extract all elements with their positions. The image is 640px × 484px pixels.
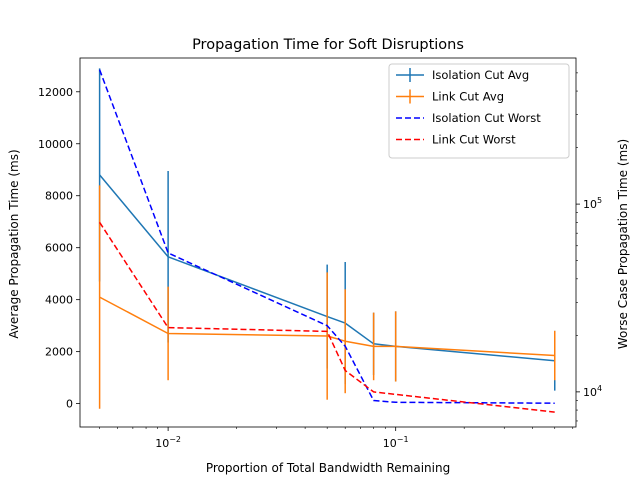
y-axis-label: Average Propagation Time (ms) [7, 149, 21, 338]
y2-tick-label-1-base: 10 [583, 198, 597, 211]
series-layer [98, 68, 556, 413]
x-tick-label-0-base: 10 [155, 437, 169, 450]
legend-item-1: Link Cut Avg [396, 89, 504, 104]
y2-axis-label: Worse Case Propagation Time (ms) [616, 139, 630, 349]
legend-label-3: Link Cut Worst [432, 133, 516, 147]
x-tick-label-1: 10−1 [383, 435, 409, 450]
series-2 [98, 69, 555, 404]
legend-box [388, 63, 570, 159]
x-tick-label-0: 10−2 [155, 435, 181, 450]
legend-item-2: Isolation Cut Worst [396, 111, 541, 125]
axes-layer: 10−2 10−102000400060008000100001200010410… [38, 57, 602, 450]
y2-tick-label-1: 105 [583, 196, 602, 211]
chart-title: Propagation Time for Soft Disruptions [192, 37, 464, 53]
legend-item-3: Link Cut Worst [396, 133, 516, 147]
x-tick-label-0-exponent: −2 [169, 435, 181, 444]
x-axis-label: Proportion of Total Bandwidth Remaining [206, 461, 450, 475]
y-tick-label-3: 6000 [45, 242, 73, 255]
legend: Isolation Cut Avg Link Cut Avg Isolation C… [388, 63, 570, 159]
y-tick-label-1: 2000 [45, 346, 73, 359]
y-tick-label-5: 10000 [38, 138, 73, 151]
y-tick-label-2: 4000 [45, 294, 73, 307]
plot-frame [79, 57, 577, 428]
y2-tick-label-1-exponent: 5 [597, 196, 602, 205]
y2-tick-label-0: 104 [583, 384, 602, 399]
series-3 [98, 221, 555, 413]
y2-tick-label-0-exponent: 4 [597, 384, 602, 393]
series-line-3 [98, 221, 555, 413]
y-tick-label-0: 0 [66, 398, 73, 411]
legend-item-0: Isolation Cut Avg [396, 68, 529, 82]
y2-tick-label-0-base: 10 [583, 386, 597, 399]
y-tick-label-4: 8000 [45, 190, 73, 203]
series-line-2 [98, 69, 555, 404]
legend-label-2: Isolation Cut Worst [432, 111, 541, 125]
legend-label-1: Link Cut Avg [432, 90, 504, 104]
x-tick-label-1-base: 10 [383, 437, 397, 450]
y-tick-label-6: 12000 [38, 86, 73, 99]
x-tick-label-1-exponent: −1 [397, 435, 409, 444]
legend-label-0: Isolation Cut Avg [432, 68, 529, 82]
